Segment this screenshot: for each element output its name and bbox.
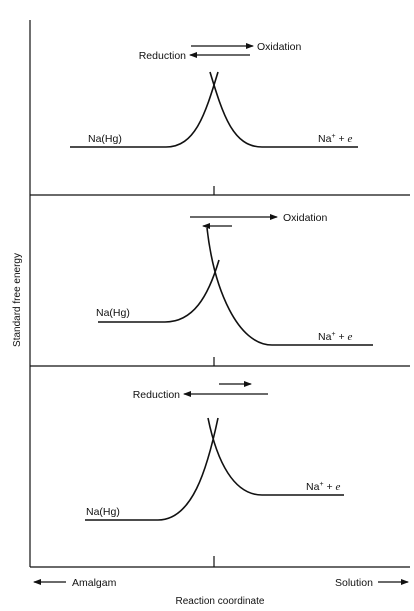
panel-3-left-state: Na(Hg) bbox=[86, 506, 120, 518]
panel-1-oxidation-label: Oxidation bbox=[257, 41, 302, 53]
panel-3-right-na: Na bbox=[306, 481, 320, 493]
panel-3-right-rest: + bbox=[324, 481, 336, 493]
panel-1-left-curve bbox=[70, 71, 219, 148]
panel-1: Oxidation Reduction Na(Hg) Na+ + e bbox=[70, 41, 358, 148]
panel-3-right-state: Na+ + e bbox=[306, 481, 341, 493]
solution-label: Solution bbox=[335, 577, 373, 589]
panel-2-right-state: Na+ + e bbox=[318, 331, 353, 343]
panel-1-right-e: e bbox=[348, 133, 353, 145]
panel-2-right-e: e bbox=[348, 331, 353, 343]
amalgam-label: Amalgam bbox=[72, 577, 117, 589]
panel-1-right-plus: + bbox=[331, 133, 335, 140]
panel-2: Oxidation Na(Hg) Na+ + e bbox=[96, 212, 373, 346]
x-axis-label: Reaction coordinate bbox=[176, 596, 265, 607]
panel-1-reduction-label: Reduction bbox=[139, 50, 186, 62]
panel-2-right-rest: + bbox=[336, 331, 348, 343]
panel-2-right-curve bbox=[206, 227, 373, 346]
panel-3: Reduction Na(Hg) Na+ + e bbox=[85, 381, 344, 521]
panel-1-right-na: Na bbox=[318, 133, 332, 145]
panel-1-right-rest: + bbox=[336, 133, 348, 145]
panel-3-left-curve bbox=[85, 417, 219, 521]
panel-2-oxidation-label: Oxidation bbox=[283, 212, 328, 224]
panel-1-right-curve bbox=[209, 71, 358, 148]
panel-3-right-plus: + bbox=[319, 481, 323, 488]
panel-2-left-state: Na(Hg) bbox=[96, 307, 130, 319]
panel-1-right-state: Na+ + e bbox=[318, 133, 353, 145]
panel-1-left-state: Na(Hg) bbox=[88, 133, 122, 145]
panel-3-reduction-label: Reduction bbox=[133, 389, 180, 401]
panel-2-right-plus: + bbox=[331, 331, 335, 338]
diagram-frame bbox=[29, 20, 410, 568]
panel-3-right-curve bbox=[207, 417, 344, 496]
panel-3-right-e: e bbox=[336, 481, 341, 493]
panel-2-right-na: Na bbox=[318, 331, 332, 343]
y-axis-label: Standard free energy bbox=[12, 253, 23, 347]
x-axis-annotations: Amalgam Solution Reaction coordinate bbox=[33, 577, 409, 607]
